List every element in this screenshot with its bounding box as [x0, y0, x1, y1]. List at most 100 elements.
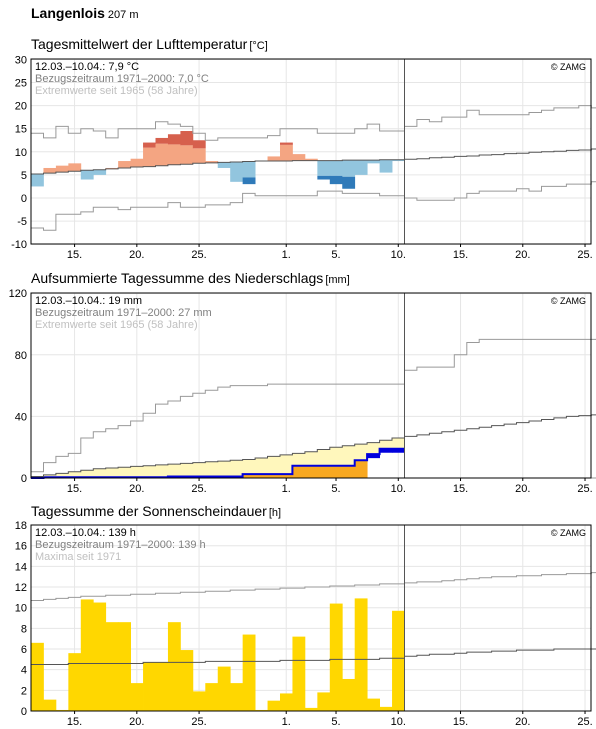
temperature-bar: [43, 167, 57, 174]
sunshine-y-tick-label: 6: [21, 644, 27, 656]
sunshine-bar: [230, 683, 244, 711]
temperature-x-tick-label: 20.: [515, 249, 530, 261]
temperature-bar: [217, 162, 231, 168]
temperature-info-current: 12.03.–10.04.: 7,9 °C: [35, 61, 139, 73]
precipitation-deficit-bar: [155, 464, 169, 478]
sunshine-bar: [68, 653, 82, 711]
sunshine-x-tick-label: 25.: [191, 716, 206, 728]
precipitation-deficit-bar: [342, 445, 356, 466]
temperature-bar: [192, 148, 206, 164]
temperature-bar-strong: [329, 175, 343, 185]
temperature-bar-strong: [242, 177, 256, 185]
sunshine-info-extremes: Maxima seit 1971: [35, 551, 121, 563]
precipitation-x-tick-label: 15.: [453, 483, 468, 495]
temperature-y-tick-label: -5: [17, 216, 27, 228]
precipitation-deficit-bar: [317, 449, 331, 466]
precipitation-dry-bar: [267, 474, 281, 478]
sunshine-y-tick-label: 16: [15, 541, 27, 553]
sunshine-bar: [367, 698, 380, 711]
temperature-bar: [267, 156, 281, 162]
precipitation-frame: [30, 292, 592, 479]
sunshine-bar: [192, 691, 206, 711]
precipitation-dry-bar: [304, 465, 318, 478]
temperature-info-reference: Bezugszeitraum 1971–2000: 7,0 °C: [35, 73, 209, 85]
precipitation-dry-bar: [255, 474, 268, 478]
precipitation-title: Aufsummierte Tagessumme des Niederschlag…: [31, 270, 324, 286]
sunshine-bar: [105, 622, 119, 711]
sunshine-info-current: 12.03.–10.04.: 139 h: [35, 527, 136, 539]
precipitation-y-tick-label: 0: [21, 473, 27, 485]
temperature-bar: [93, 169, 107, 175]
precipitation-dry-bar: [242, 474, 256, 478]
temperature-bar: [242, 161, 256, 178]
precipitation-total-bar: [392, 448, 405, 453]
temperature-panel-title: Tagesmittelwert der Lufttemperatur [°C]: [31, 36, 268, 52]
temperature-bar: [292, 154, 306, 161]
sunshine-bar: [217, 666, 231, 711]
sunshine-x-tick-label: 5.: [331, 716, 340, 728]
temperature-bar: [379, 159, 393, 173]
precipitation-deficit-bar: [292, 453, 306, 466]
sunshine-x-tick-label: 10.: [391, 716, 406, 728]
sunshine-maxima-line: [31, 572, 596, 601]
precipitation-deficit-bar: [217, 461, 231, 477]
precipitation-deficit-bar: [230, 460, 244, 477]
sunshine-x-tick-label: 15.: [453, 716, 468, 728]
precipitation-total-bar: [367, 454, 380, 459]
temperature-bar-strong: [342, 176, 356, 189]
temperature-x-tick-label: 25.: [577, 249, 592, 261]
sunshine-copyright: © ZAMG: [551, 528, 586, 538]
temperature-bar: [167, 144, 181, 165]
sunshine-bar: [342, 678, 356, 711]
sunshine-bar: [242, 634, 256, 711]
temperature-x-tick-label: 1.: [282, 249, 291, 261]
sunshine-bar: [329, 603, 343, 711]
temperature-bar: [392, 159, 405, 162]
sunshine-bar: [205, 683, 219, 711]
temperature-bar-strong: [155, 137, 169, 144]
precipitation-deficit-bar: [180, 463, 194, 477]
precipitation-deficit-bar: [192, 462, 206, 477]
sunshine-y-tick-label: 0: [21, 706, 27, 718]
precipitation-deficit-bar: [280, 454, 293, 475]
sunshine-y-tick-label: 12: [15, 582, 27, 594]
precipitation-extreme-max-line: [31, 338, 596, 473]
precipitation-deficit-bar: [143, 465, 156, 478]
sunshine-bar: [130, 683, 144, 711]
temperature-info-extremes: Extremwerte seit 1965 (58 Jahre): [35, 85, 198, 97]
sunshine-y-tick-label: 4: [21, 665, 27, 677]
sunshine-bar: [43, 699, 57, 711]
temperature-copyright: © ZAMG: [551, 62, 586, 72]
temperature-bar: [367, 160, 380, 164]
precipitation-y-tick-label: 80: [15, 350, 27, 362]
sunshine-frame: [30, 524, 592, 712]
station-altitude: 207 m: [107, 9, 139, 21]
temperature-bar: [205, 161, 219, 163]
precipitation-deficit-bar: [43, 474, 57, 478]
sunshine-info-reference: Bezugszeitraum 1971–2000: 139 h: [35, 539, 206, 551]
precipitation-deficit-bar: [205, 461, 219, 477]
temperature-bar: [317, 160, 331, 176]
temperature-bar: [68, 163, 82, 172]
precipitation-x-tick-label: 1.: [282, 483, 291, 495]
temperature-bar-strong: [167, 134, 181, 145]
temperature-bar-strong: [180, 131, 194, 146]
precipitation-deficit-bar: [304, 451, 318, 466]
temperature-bar: [155, 143, 169, 166]
temperature-y-tick-label: 10: [15, 147, 27, 159]
temperature-bar-strong: [317, 175, 331, 180]
precipitation-x-tick-label: 15.: [67, 483, 82, 495]
temperature-extreme-min-line: [31, 181, 596, 231]
precipitation-deficit-bar: [242, 459, 256, 475]
sunshine-reference-line: [31, 648, 596, 665]
precipitation-x-tick-label: 10.: [391, 483, 406, 495]
precipitation-deficit-bar: [267, 456, 281, 475]
precipitation-unit: [mm]: [325, 274, 350, 286]
sunshine-y-tick-label: 8: [21, 623, 27, 635]
precipitation-deficit-bar: [80, 470, 94, 478]
precipitation-x-tick-label: 25.: [191, 483, 206, 495]
sunshine-bar: [317, 692, 331, 711]
temperature-bar: [180, 145, 194, 165]
temperature-bar: [55, 165, 69, 173]
